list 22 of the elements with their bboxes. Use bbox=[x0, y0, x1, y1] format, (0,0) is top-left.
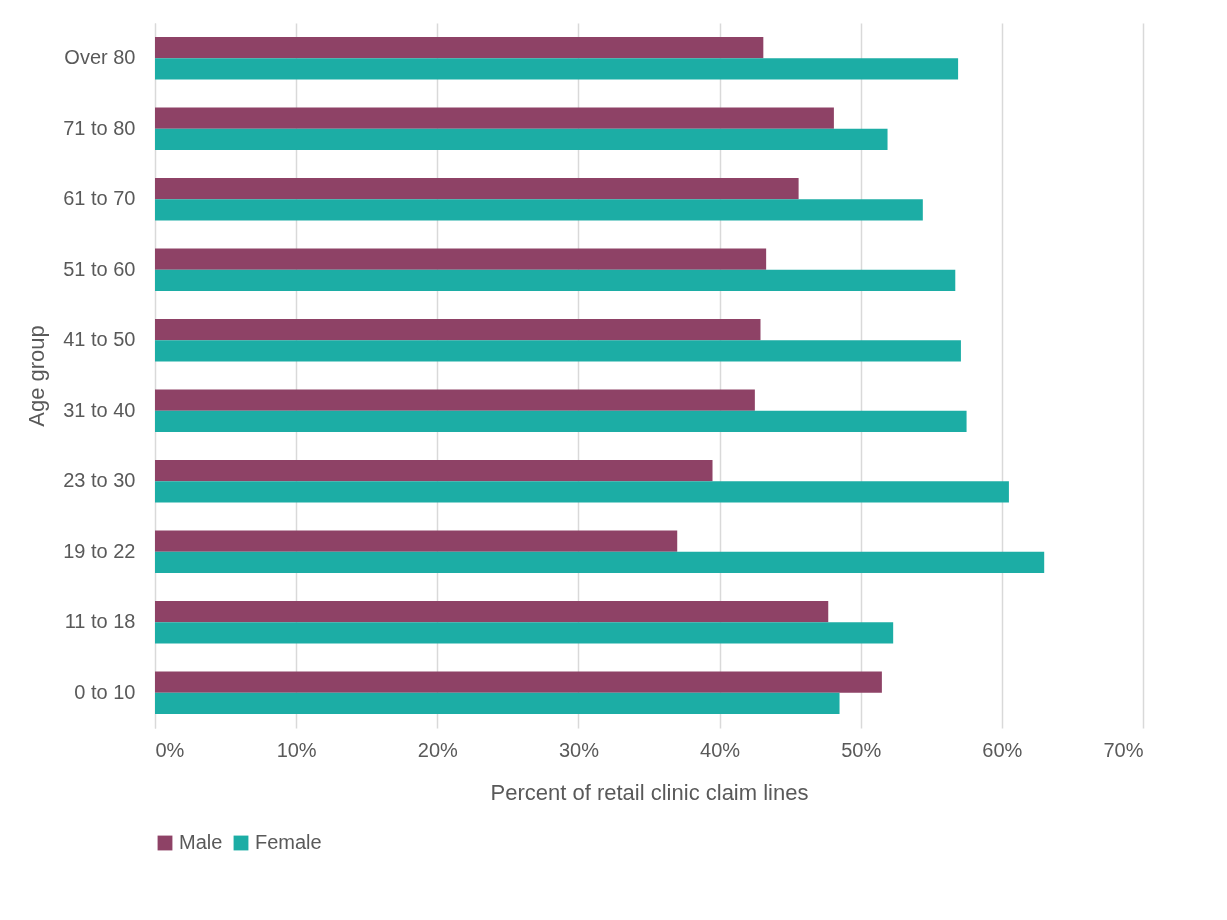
y-tick-label: 61 to 70 bbox=[63, 187, 136, 210]
x-tick-label: 10% bbox=[276, 738, 317, 761]
y-tick-label: 23 to 30 bbox=[63, 469, 136, 492]
x-tick-label: 40% bbox=[700, 738, 741, 761]
y-tick-label: 51 to 60 bbox=[63, 257, 136, 280]
y-tick-label: 11 to 18 bbox=[64, 610, 136, 633]
y-tick-label: 41 to 50 bbox=[63, 328, 136, 351]
y-axis-title: Age group bbox=[24, 325, 50, 427]
y-tick-label: 71 to 80 bbox=[63, 116, 136, 139]
x-tick-label: 70% bbox=[1103, 738, 1144, 761]
x-tick-label: 60% bbox=[982, 738, 1023, 761]
x-tick-label: 0% bbox=[155, 738, 185, 761]
legend-label: Male bbox=[179, 831, 223, 853]
y-tick-label: 19 to 22 bbox=[63, 539, 136, 562]
y-tick-label: 31 to 40 bbox=[63, 398, 136, 421]
y-tick-label: 0 to 10 bbox=[74, 680, 136, 703]
y-tick-label: Over 80 bbox=[64, 46, 136, 69]
x-axis-title: Percent of retail clinic claim lines bbox=[490, 779, 809, 805]
x-tick-label: 30% bbox=[558, 738, 600, 761]
x-tick-label: 50% bbox=[841, 738, 882, 761]
x-tick-label: 20% bbox=[417, 738, 459, 761]
legend-label: Female bbox=[255, 831, 322, 853]
